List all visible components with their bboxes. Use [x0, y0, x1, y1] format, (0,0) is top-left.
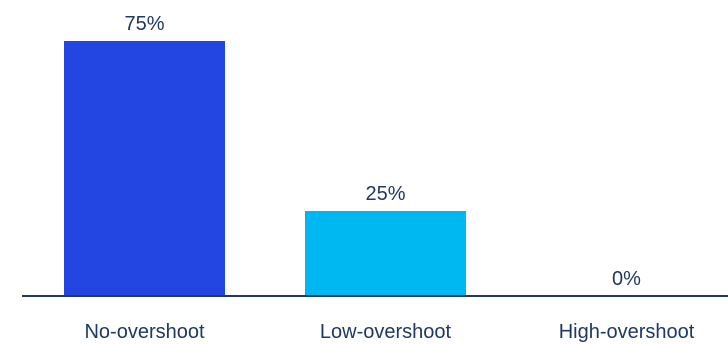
bar-value-label: 75%: [124, 13, 164, 35]
bars-layer: [64, 41, 466, 296]
bar-low-overshoot: [305, 211, 466, 296]
bar-value-label: 25%: [365, 183, 405, 205]
x-tick-label: No-overshoot: [84, 321, 205, 343]
labels-layer: 75% No-overshoot 25% Low-overshoot 0% High-ov…: [84, 13, 694, 343]
x-tick-label: High-overshoot: [559, 321, 695, 343]
bar-value-label: 0%: [612, 268, 641, 290]
x-tick-label: Low-overshoot: [320, 321, 452, 343]
bar-no-overshoot: [64, 41, 225, 296]
